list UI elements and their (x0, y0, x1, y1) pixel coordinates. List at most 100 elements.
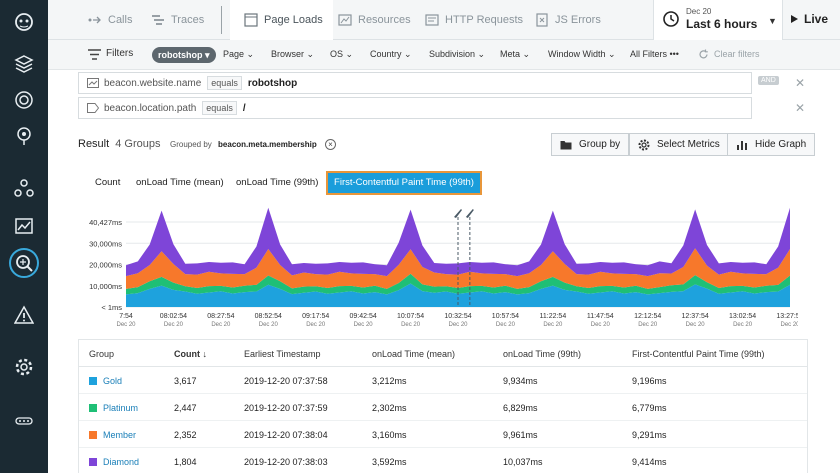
filters-label[interactable]: Filters (106, 48, 134, 59)
globe-icon[interactable] (12, 88, 36, 112)
group-by-button[interactable]: Group by (551, 133, 630, 156)
series-area-member[interactable] (126, 248, 790, 289)
rocket-icon[interactable] (465, 209, 474, 218)
group-cell[interactable]: Platinum (89, 403, 138, 413)
satellite-icon[interactable] (12, 124, 36, 148)
stacked-area-chart[interactable]: 40,427ms 30,000ms 20,000ms 10,000ms < 1ms7:5… (78, 205, 798, 335)
col-onload-mean[interactable]: onLoad Time (mean) (372, 349, 456, 359)
tab-label: Traces (171, 14, 205, 26)
layers-icon[interactable] (12, 52, 36, 76)
chart-tab-onload-mean[interactable]: onLoad Time (mean) (136, 177, 224, 188)
filter-value[interactable]: robotshop (247, 77, 298, 89)
group-link[interactable]: Platinum (103, 403, 139, 413)
group-link[interactable]: Gold (103, 376, 123, 386)
all-filters-button[interactable]: All Filters ••• (630, 49, 679, 59)
hide-graph-button[interactable]: Hide Graph (727, 133, 816, 156)
play-icon (791, 15, 798, 23)
group-cell[interactable]: Gold (89, 376, 122, 386)
col-fcp-99th[interactable]: First-Contentful Paint Time (99th) (632, 349, 765, 359)
chevron-down-icon: ▼ (768, 16, 777, 26)
app-logo-icon[interactable] (12, 10, 36, 34)
time-range-picker[interactable]: Dec 20 Last 6 hours ▼ (653, 0, 783, 40)
rocket-icon[interactable] (454, 209, 462, 218)
table-row[interactable]: Diamond 1,804 2019-12-20 07:38:03 3,592m… (79, 448, 807, 473)
live-button[interactable]: Live (790, 12, 828, 26)
website-chip[interactable]: robotshop ▾ (152, 47, 216, 63)
tab-label: Calls (108, 14, 133, 26)
results-table: Group Count ↓ Earliest Timestamp onLoad … (78, 339, 808, 473)
table-row[interactable]: Gold 3,617 2019-12-20 07:37:58 3,212ms 9… (79, 367, 807, 394)
js-errors-icon (536, 13, 548, 27)
filter-operator[interactable]: equals (207, 76, 242, 90)
series-area-gold[interactable] (126, 283, 790, 307)
group-by-label: Group by (579, 139, 621, 150)
settings-icon[interactable] (12, 355, 36, 379)
filter-value[interactable]: / (242, 102, 246, 114)
filter-meta[interactable]: Meta ⌄ (500, 49, 531, 59)
x-tick-sublabel: Dec 20 (448, 322, 468, 328)
group-link[interactable]: Member (103, 430, 137, 440)
filter-operator[interactable]: equals (202, 101, 237, 115)
http-icon (425, 14, 439, 26)
y-tick-label: 10,000ms (89, 282, 122, 291)
chart-tab-fcp-99th[interactable]: First-Contentful Paint Time (99th) (326, 171, 482, 195)
select-metrics-button[interactable]: Select Metrics (629, 133, 729, 156)
series-area-platinum[interactable] (126, 273, 790, 295)
timestamp-cell: 2019-12-20 07:37:59 (244, 403, 328, 413)
col-onload-99th[interactable]: onLoad Time (99th) (503, 349, 582, 359)
group-cell[interactable]: Diamond (89, 457, 139, 467)
filter-os[interactable]: OS ⌄ (330, 49, 354, 59)
x-tick-label: 10:57:54 (492, 313, 519, 320)
filter-country[interactable]: Country ⌄ (370, 49, 412, 59)
series-area-diamond[interactable] (126, 207, 790, 277)
tab-traces[interactable]: Traces (151, 0, 204, 40)
network-icon[interactable] (12, 176, 36, 200)
table-row[interactable]: Member 2,352 2019-12-20 07:38:04 3,160ms… (79, 421, 807, 448)
col-earliest-timestamp[interactable]: Earliest Timestamp (244, 349, 321, 359)
remove-grouping-icon[interactable]: × (325, 139, 336, 150)
filter-row[interactable]: beacon.location.path equals / (78, 97, 752, 119)
tab-page-loads[interactable]: Page Loads (230, 0, 333, 40)
close-icon[interactable]: ✕ (795, 76, 806, 90)
filter-row[interactable]: beacon.website.name equals robotshop (78, 72, 752, 94)
filter-browser[interactable]: Browser ⌄ (271, 49, 315, 59)
x-tick-label: 10:07:54 (397, 313, 424, 320)
tab-label: JS Errors (555, 14, 601, 26)
x-tick-sublabel: Dec 20 (543, 322, 563, 328)
onload-mean-cell: 3,160ms (372, 430, 407, 440)
more-icon[interactable] (12, 409, 36, 433)
table-row[interactable]: Platinum 2,447 2019-12-20 07:37:59 2,302… (79, 394, 807, 421)
clear-filters-button[interactable]: Clear filters (714, 49, 760, 59)
filter-bar: Filters robotshop ▾ Page ⌄ Browser ⌄ OS … (48, 40, 840, 70)
x-tick-label: 09:42:54 (350, 313, 377, 320)
grouped-by: Grouped by beacon.meta.membership (170, 140, 317, 149)
chart-tab-count[interactable]: Count (95, 177, 121, 188)
grouped-by-label: Grouped by (170, 140, 212, 149)
alert-icon[interactable] (12, 303, 36, 327)
x-tick-sublabel: Dec 20 (638, 322, 658, 328)
result-header: Result 4 Groups (78, 138, 161, 150)
refresh-icon (699, 49, 708, 59)
close-icon[interactable]: ✕ (795, 101, 806, 115)
chart-tab-onload-99th[interactable]: onLoad Time (99th) (236, 177, 319, 188)
color-swatch (89, 377, 97, 385)
group-link[interactable]: Diamond (103, 457, 140, 467)
website-icon (87, 78, 99, 88)
col-count[interactable]: Count ↓ (174, 349, 207, 359)
top-bar: Calls Traces Page Loads Resources HTTP R… (48, 0, 840, 40)
tab-calls[interactable]: Calls (88, 0, 132, 40)
tab-js-errors[interactable]: JS Errors (535, 0, 601, 40)
tab-resources[interactable]: Resources (338, 0, 411, 40)
analytics-icon[interactable] (12, 214, 36, 238)
x-tick-sublabel: Dec 20 (591, 322, 611, 328)
timestamp-cell: 2019-12-20 07:38:04 (244, 430, 328, 440)
filter-subdivision[interactable]: Subdivision ⌄ (429, 49, 486, 59)
live-label: Live (804, 12, 829, 26)
search-analytics-icon[interactable] (9, 248, 39, 278)
col-group[interactable]: Group (89, 349, 115, 359)
filter-page[interactable]: Page ⌄ (223, 49, 255, 59)
filter-window-width[interactable]: Window Width ⌄ (548, 49, 616, 59)
group-cell[interactable]: Member (89, 430, 136, 440)
tab-http-requests[interactable]: HTTP Requests (425, 0, 523, 40)
x-tick-label: 10:32:54 (444, 313, 471, 320)
